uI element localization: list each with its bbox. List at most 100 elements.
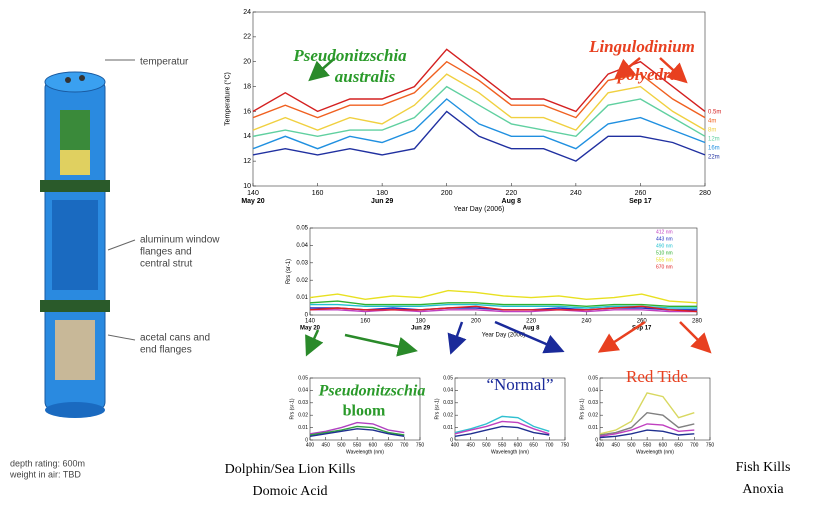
annotation: australis (335, 67, 396, 86)
annotation: Red Tide (626, 367, 688, 386)
effect: Fish Kills (736, 460, 791, 475)
x-tick-label: 450 (467, 442, 476, 448)
y-tick-label: 0.05 (296, 226, 308, 232)
legend-label: 412 nm (656, 229, 673, 235)
x-tick-label: 400 (596, 442, 605, 448)
series-line (454, 420, 550, 435)
y-tick-label: 10 (243, 183, 251, 190)
y-tick-label: 14 (243, 133, 251, 140)
x-axis-label: Wavelength (nm) (491, 449, 529, 455)
x-tick-label: 180 (416, 319, 427, 325)
x-tick-label: 200 (441, 190, 453, 197)
x-tick-label: 550 (498, 442, 507, 448)
y-tick-label: 0.01 (296, 295, 308, 301)
effect: Dolphin/Sea Lion Kills (225, 462, 356, 477)
x-axis-label: Year Day (2006) (454, 206, 505, 213)
y-tick-label: 12 (243, 158, 251, 165)
legend-label: 12m (708, 137, 720, 143)
series-line (599, 429, 695, 439)
x-tick-label: 160 (312, 190, 324, 197)
instrument (40, 59, 136, 418)
y-tick-label: 0.02 (296, 278, 308, 284)
plot-frame (252, 11, 706, 187)
series-line (309, 305, 698, 313)
x-tick-label: 600 (514, 442, 523, 448)
y-tick-label: 0.02 (588, 413, 598, 419)
y-axis-label: Rrs (sr-1) (286, 259, 292, 284)
x-tick-label: 500 (337, 442, 346, 448)
series-line (252, 85, 706, 138)
x-tick-label: 280 (699, 190, 711, 197)
series-line (599, 411, 695, 436)
effect: Anoxia (742, 482, 784, 497)
series-line (309, 421, 405, 435)
y-tick-label: 0.05 (588, 375, 598, 381)
y-tick-label: 20 (243, 59, 251, 66)
spec: depth rating: 600m (10, 458, 85, 468)
y-tick-label: 0.03 (296, 260, 308, 266)
charts: 10 12 14 16 18 20 22 24 140 160 180 200 220 240 260 280… (224, 9, 722, 455)
y-tick-label: 0.03 (298, 400, 308, 406)
series-line (252, 73, 706, 131)
x-tick-label: 700 (690, 442, 699, 448)
x-tick-label: 160 (360, 319, 371, 325)
x-tick-label: 550 (643, 442, 652, 448)
y-tick-label: 0.05 (298, 375, 308, 381)
y-axis-label: Rrs (sr-1) (434, 398, 440, 419)
date-tick-label: Jun 29 (371, 198, 393, 205)
x-tick-label: 550 (353, 442, 362, 448)
y-tick-label: 0.03 (443, 400, 453, 406)
legend-label: 16m (708, 146, 720, 152)
legend-label: 0.5m (708, 110, 721, 116)
annotation: polyedra (616, 65, 679, 84)
y-tick-label: 0.04 (443, 388, 453, 394)
x-tick-label: 650 (529, 442, 538, 448)
annotation: “Normal” (486, 375, 553, 394)
diagram-label: flanges and (140, 247, 192, 258)
y-tick-label: 0.01 (588, 425, 598, 431)
x-tick-label: 500 (482, 442, 491, 448)
annotation: bloom (343, 403, 386, 420)
y-tick-label: 0.03 (588, 400, 598, 406)
x-tick-label: 260 (637, 319, 648, 325)
series-line (454, 415, 550, 434)
series-line (309, 289, 698, 304)
x-axis-label: Wavelength (nm) (346, 449, 384, 455)
diagram-label: aluminum window (140, 235, 220, 246)
x-tick-label: 280 (692, 319, 703, 325)
date-tick-label: Aug 8 (502, 198, 522, 205)
x-tick-label: 400 (451, 442, 460, 448)
y-tick-label: 22 (243, 34, 251, 41)
legend-label: 670 nm (656, 264, 673, 270)
date-tick-label: May 20 (241, 198, 264, 205)
x-tick-label: 650 (674, 442, 683, 448)
spec: weight in air: TBD (9, 469, 81, 479)
y-tick-label: 0.01 (298, 425, 308, 431)
series-line (310, 309, 697, 313)
series-line (309, 428, 405, 437)
x-tick-label: 260 (635, 190, 647, 197)
y-tick-label: 0 (450, 437, 453, 443)
x-tick-label: 450 (612, 442, 621, 448)
x-tick-label: 750 (416, 442, 425, 448)
legend-label: 8m (708, 128, 716, 134)
x-tick-label: 140 (247, 190, 259, 197)
x-tick-label: 200 (471, 319, 482, 325)
y-tick-label: 18 (243, 83, 251, 90)
x-axis-label: Year Day (2006) (482, 333, 525, 339)
x-tick-label: 400 (306, 442, 315, 448)
x-tick-label: 600 (369, 442, 378, 448)
date-tick-label: Sep 17 (632, 326, 652, 332)
x-tick-label: 220 (505, 190, 517, 197)
y-tick-label: 0 (305, 437, 308, 443)
y-tick-label: 0.01 (443, 425, 453, 431)
x-tick-label: 650 (384, 442, 393, 448)
series-line (252, 98, 706, 150)
y-axis-label: Temperature (°C) (224, 72, 232, 126)
x-tick-label: 500 (627, 442, 636, 448)
effect: Domoic Acid (252, 484, 327, 499)
y-tick-label: 16 (243, 108, 251, 115)
diagram-label: central strut (140, 259, 192, 270)
x-tick-label: 700 (400, 442, 409, 448)
diagram-label: acetal cans and (140, 333, 210, 344)
